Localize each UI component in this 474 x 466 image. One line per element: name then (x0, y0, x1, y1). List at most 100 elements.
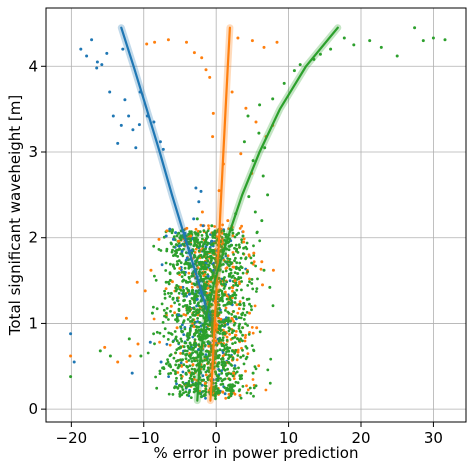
cloud-point (200, 378, 204, 382)
cloud-point (237, 276, 241, 279)
cloud-point (241, 354, 245, 358)
scatter-point (158, 140, 162, 144)
cloud-point (184, 357, 188, 360)
cloud-point (179, 352, 183, 355)
cloud-point (194, 313, 198, 317)
cloud-point (230, 387, 234, 391)
cloud-point (188, 280, 192, 283)
cloud-point (220, 296, 224, 300)
cloud-point (228, 237, 232, 241)
cloud-point (228, 295, 232, 299)
y-tick-label: 0 (28, 400, 38, 418)
scatter-point (413, 26, 417, 30)
cloud-point (241, 348, 244, 352)
cloud-point (238, 245, 242, 249)
cloud-point (187, 232, 191, 236)
x-tick-label: 20 (351, 429, 370, 447)
cloud-point (227, 240, 231, 244)
scatter-point (245, 297, 249, 301)
scatter-point (352, 43, 356, 47)
cloud-point (211, 393, 215, 397)
cloud-point (230, 331, 234, 334)
cloud-point (195, 325, 198, 328)
cloud-point (242, 362, 246, 366)
cloud-point (223, 293, 226, 297)
x-axis-label: % error in power prediction (154, 444, 359, 462)
cloud-point (268, 381, 272, 385)
cloud-point (171, 314, 174, 317)
cloud-point (175, 296, 179, 300)
cloud-point (191, 313, 195, 317)
cloud-point (207, 323, 211, 327)
cloud-point (211, 234, 215, 238)
cloud-point (228, 378, 232, 382)
cloud-point (189, 343, 193, 347)
cloud-point (239, 396, 243, 400)
scatter-point (208, 75, 212, 79)
cloud-point (230, 313, 234, 316)
cloud-point (271, 304, 275, 308)
scatter-point (139, 354, 143, 358)
cloud-point (202, 274, 206, 277)
cloud-point (241, 339, 244, 343)
cloud-point (250, 344, 254, 347)
cloud-point (236, 350, 240, 354)
scatter-point (190, 249, 194, 253)
cloud-point (204, 355, 208, 359)
cloud-point (174, 372, 177, 376)
cloud-point (204, 373, 208, 377)
cloud-point (240, 374, 244, 377)
cloud-point (212, 291, 216, 294)
cloud-point (229, 271, 233, 275)
cloud-point (213, 236, 217, 240)
cloud-point (216, 365, 220, 368)
cloud-point (217, 339, 221, 343)
cloud-point (204, 353, 208, 357)
cloud-point (221, 331, 225, 335)
cloud-point (168, 343, 172, 347)
cloud-point (255, 231, 259, 235)
scatter-point (159, 360, 163, 364)
scatter-point (195, 297, 199, 301)
cloud-point (178, 303, 181, 306)
cloud-point (182, 270, 186, 274)
cloud-point (219, 328, 223, 332)
cloud-point (196, 355, 200, 359)
cloud-point (152, 332, 156, 336)
cloud-point (231, 231, 235, 235)
cloud-point (253, 304, 257, 308)
cloud-point (165, 307, 169, 310)
cloud-point (245, 384, 248, 388)
cloud-point (220, 363, 224, 367)
cloud-point (190, 274, 194, 278)
scatter-point (266, 193, 270, 197)
cloud-point (259, 267, 263, 271)
cloud-point (164, 315, 168, 319)
cloud-point (174, 379, 178, 383)
scatter-point (232, 371, 236, 375)
cloud-point (155, 307, 159, 311)
x-tick-label: 10 (279, 429, 298, 447)
cloud-point (239, 355, 243, 359)
cloud-point (203, 293, 207, 297)
cloud-point (192, 375, 196, 379)
cloud-point (181, 254, 185, 258)
cloud-point (218, 306, 221, 310)
cloud-point (206, 263, 210, 267)
cloud-point (205, 358, 209, 362)
scatter-point (179, 285, 183, 289)
cloud-point (207, 340, 210, 343)
cloud-point (177, 231, 180, 235)
cloud-point (220, 369, 224, 373)
cloud-point (237, 243, 241, 247)
x-tick-label: −20 (56, 429, 88, 447)
cloud-point (185, 334, 189, 337)
cloud-point (232, 284, 235, 287)
cloud-point (219, 311, 223, 314)
cloud-point (183, 266, 187, 270)
cloud-point (170, 242, 173, 246)
cloud-point (254, 367, 258, 371)
cloud-point (179, 261, 183, 265)
cloud-point (231, 274, 235, 278)
cloud-point (201, 245, 205, 248)
